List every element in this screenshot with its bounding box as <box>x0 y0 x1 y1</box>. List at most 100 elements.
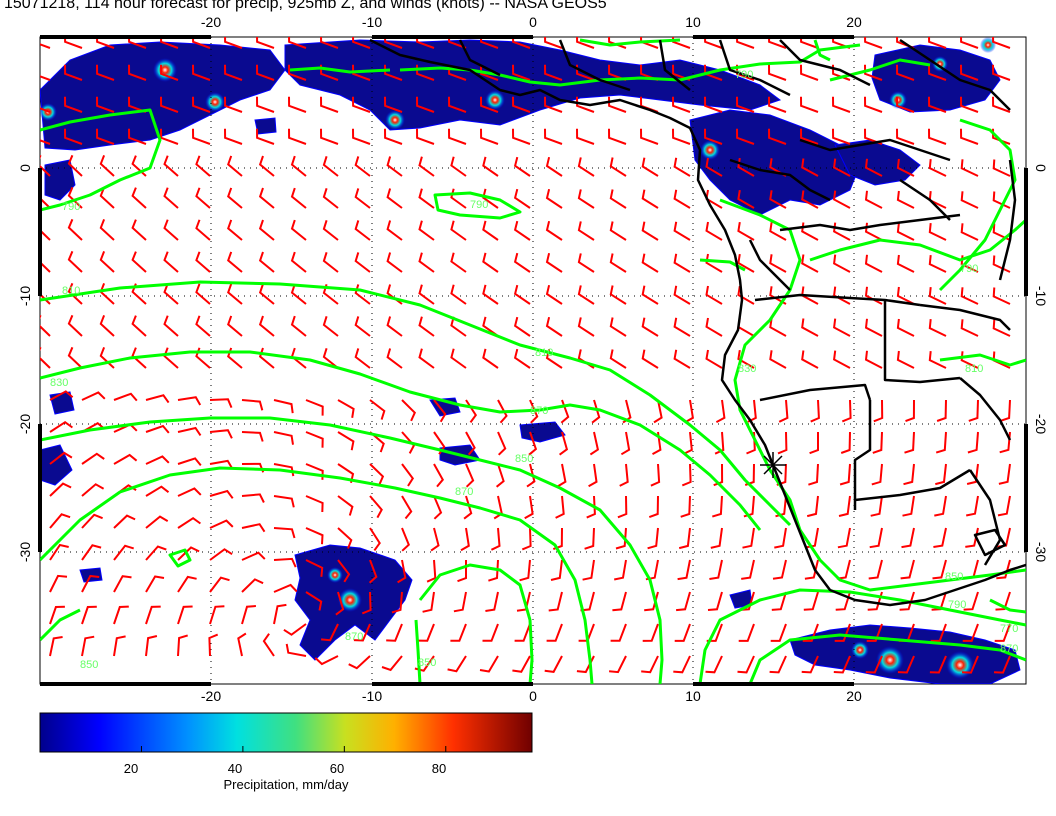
wind-barb <box>354 188 371 209</box>
wind-barb <box>192 128 211 145</box>
wind-barb <box>737 349 755 369</box>
lon-tick-label: 0 <box>529 14 537 30</box>
wind-barb <box>227 283 243 305</box>
wind-barb <box>609 285 627 305</box>
wind-barb <box>545 156 563 177</box>
wind-barb <box>369 527 381 551</box>
colorbar-tick-label: 80 <box>432 761 446 776</box>
wind-barb <box>416 37 435 49</box>
wind-barb <box>322 156 339 177</box>
wind-barb <box>426 559 437 583</box>
contour-line <box>719 198 1026 592</box>
wind-barb <box>241 551 266 561</box>
wind-barb <box>99 155 115 177</box>
wind-barb <box>64 128 83 145</box>
wind-barb <box>163 187 179 209</box>
wind-barb <box>450 623 467 642</box>
wind-barb <box>320 96 339 113</box>
wind-barb <box>177 457 202 467</box>
contour-label: 850 <box>515 453 533 465</box>
wind-barb <box>258 315 275 337</box>
wind-barb <box>608 128 627 145</box>
contour-label: 830 <box>738 363 756 375</box>
wind-barb <box>320 128 339 145</box>
wind-barb <box>401 399 416 422</box>
wind-barb <box>559 431 569 456</box>
contour-label: 810 <box>535 347 553 359</box>
precip-area <box>79 567 103 583</box>
colorbar-tick-label: 20 <box>124 761 138 776</box>
asterisk-marker <box>760 452 786 478</box>
wind-barb <box>833 190 851 209</box>
wind-barb <box>67 154 83 177</box>
wind-barb <box>337 559 351 583</box>
wind-barb <box>589 431 600 456</box>
wind-barb <box>113 635 126 657</box>
wind-barb <box>131 251 147 273</box>
precip-area <box>40 444 73 486</box>
wind-barb <box>40 107 51 113</box>
wind-barb <box>397 559 407 584</box>
wind-barb <box>460 527 470 552</box>
wind-barb <box>768 96 787 113</box>
wind-barb <box>805 527 819 549</box>
wind-barb <box>49 543 69 561</box>
contour-line <box>40 608 81 642</box>
wind-barb <box>224 37 243 49</box>
wind-barb <box>683 431 693 455</box>
wind-barb <box>800 37 819 49</box>
wind-barb <box>99 347 115 369</box>
wind-barb <box>865 655 883 674</box>
wind-barb <box>113 453 138 465</box>
wind-barb <box>81 391 106 401</box>
wind-barb <box>256 64 275 81</box>
country-border <box>748 239 791 291</box>
wind-barb <box>737 157 755 177</box>
wind-barb <box>145 635 158 657</box>
wind-barb <box>992 64 1011 81</box>
wind-barb <box>40 139 51 145</box>
wind-barb <box>512 96 531 113</box>
wind-barb <box>386 623 403 642</box>
wind-barb <box>416 96 435 113</box>
contour-label: 850 <box>945 571 963 583</box>
wind-barb <box>113 544 134 561</box>
wind-barb <box>864 37 883 49</box>
wind-barb <box>960 287 979 305</box>
wind-barb <box>273 431 294 445</box>
wind-barb <box>96 64 115 81</box>
wind-barb <box>128 64 147 81</box>
country-border <box>899 38 1011 111</box>
wind-barb <box>673 189 691 209</box>
lon-tick-label: -20 <box>201 688 221 704</box>
wind-barb <box>804 559 819 580</box>
wind-barb <box>49 451 73 465</box>
wind-barb <box>871 463 883 486</box>
wind-barb <box>463 495 473 520</box>
wind-barb <box>737 189 755 209</box>
wind-barb <box>67 218 83 241</box>
wind-barb <box>322 252 339 273</box>
wind-barb <box>896 254 915 273</box>
wind-barb <box>641 253 659 273</box>
wind-barb <box>803 591 819 611</box>
wind-barb <box>450 284 467 305</box>
contour-line <box>289 66 391 74</box>
wind-barb <box>450 188 467 209</box>
wind-barb <box>768 128 787 145</box>
wind-barb <box>993 655 1011 674</box>
wind-barb <box>996 559 1011 580</box>
wind-barb <box>864 286 883 305</box>
contour-line <box>414 619 422 684</box>
wind-barb <box>612 591 627 612</box>
wind-barb <box>386 348 403 369</box>
wind-barb <box>960 128 979 145</box>
wind-barb <box>81 574 100 593</box>
wind-barb <box>352 37 371 49</box>
wind-barb <box>401 527 410 552</box>
contour-label: 790 <box>735 69 753 81</box>
wind-barb <box>512 655 531 673</box>
wind-barb <box>705 285 723 305</box>
wind-barb <box>258 347 275 369</box>
precip-peak <box>338 588 362 612</box>
